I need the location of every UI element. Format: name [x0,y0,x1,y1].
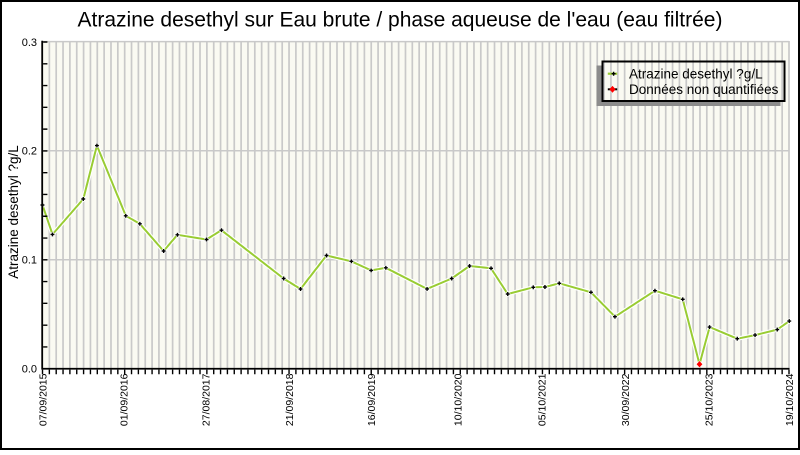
svg-text:0.3: 0.3 [22,37,37,49]
svg-text:Atrazine desethyl ?g/L: Atrazine desethyl ?g/L [629,67,763,82]
svg-text:Données non quantifiées: Données non quantifiées [629,82,779,97]
svg-text:27/08/2017: 27/08/2017 [201,373,213,426]
svg-text:16/09/2019: 16/09/2019 [366,373,378,426]
svg-text:0.2: 0.2 [22,146,37,158]
svg-text:0.0: 0.0 [22,364,37,376]
svg-text:21/09/2018: 21/09/2018 [284,373,296,426]
svg-text:01/09/2016: 01/09/2016 [119,373,131,426]
svg-text:25/10/2023: 25/10/2023 [704,373,716,426]
svg-text:19/10/2024: 19/10/2024 [784,373,796,426]
svg-text:10/10/2020: 10/10/2020 [453,373,465,426]
svg-text:Atrazine desethyl ?g/L: Atrazine desethyl ?g/L [6,145,21,279]
svg-text:Atrazine desethyl sur Eau brut: Atrazine desethyl sur Eau brute / phase … [78,9,723,32]
svg-text:05/10/2021: 05/10/2021 [537,373,549,426]
svg-text:0.1: 0.1 [22,255,37,267]
svg-text:30/09/2022: 30/09/2022 [620,373,632,426]
svg-text:07/09/2015: 07/09/2015 [38,373,50,426]
